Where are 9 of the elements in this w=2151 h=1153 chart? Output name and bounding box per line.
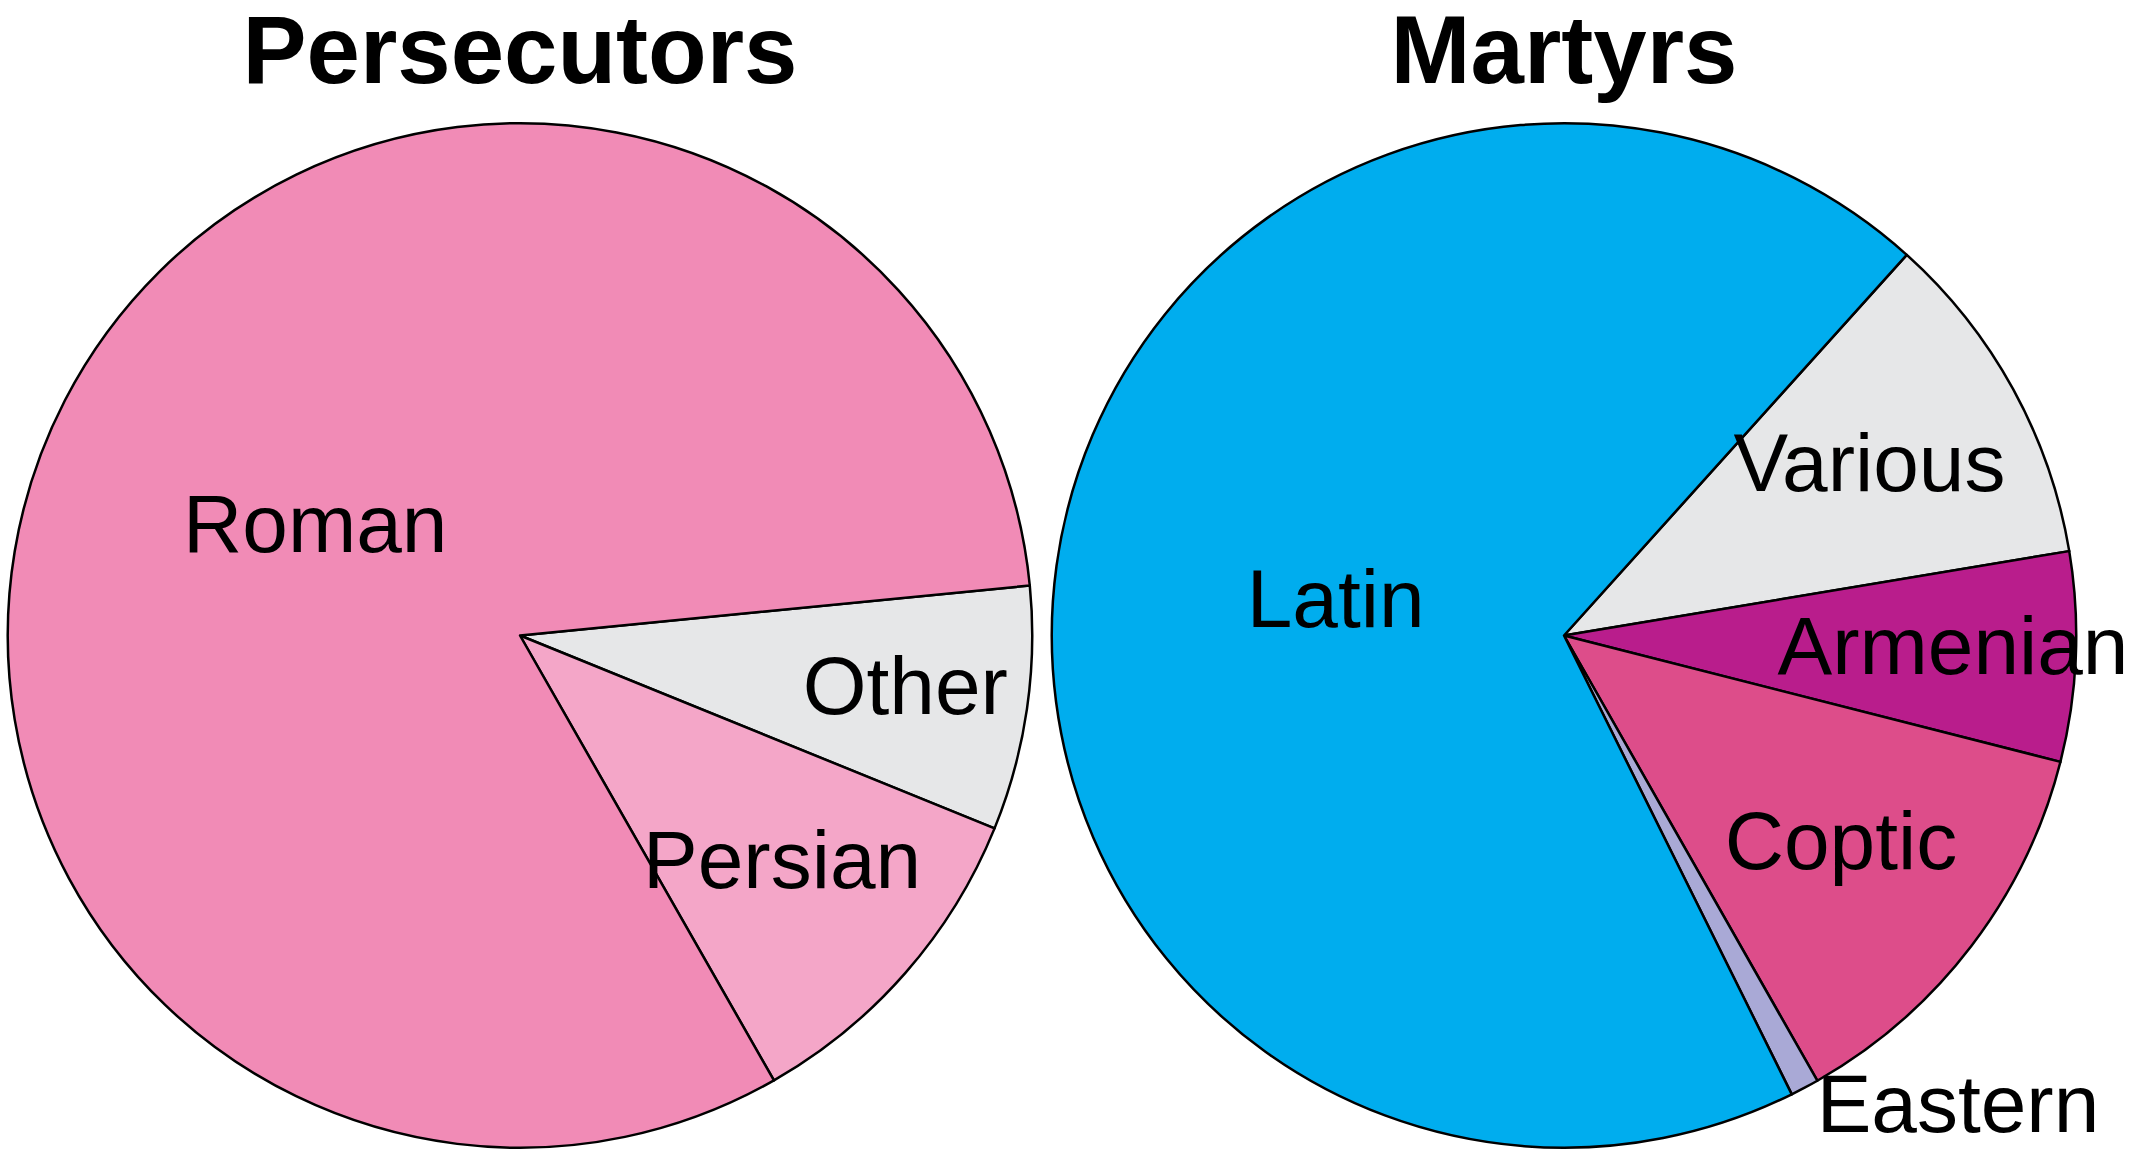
slice-label: Latin [1246, 552, 1425, 644]
chart-title: Persecutors [241, 0, 799, 103]
slice-label: Other [802, 640, 1008, 732]
slice-label: Eastern [1816, 1058, 2100, 1150]
slice-label: Coptic [1724, 795, 1958, 887]
slice-label: Persian [643, 813, 922, 905]
slice-label: Roman [183, 478, 448, 570]
chart-title: Martyrs [1389, 0, 1739, 103]
slice-label: Various [1733, 416, 2006, 508]
